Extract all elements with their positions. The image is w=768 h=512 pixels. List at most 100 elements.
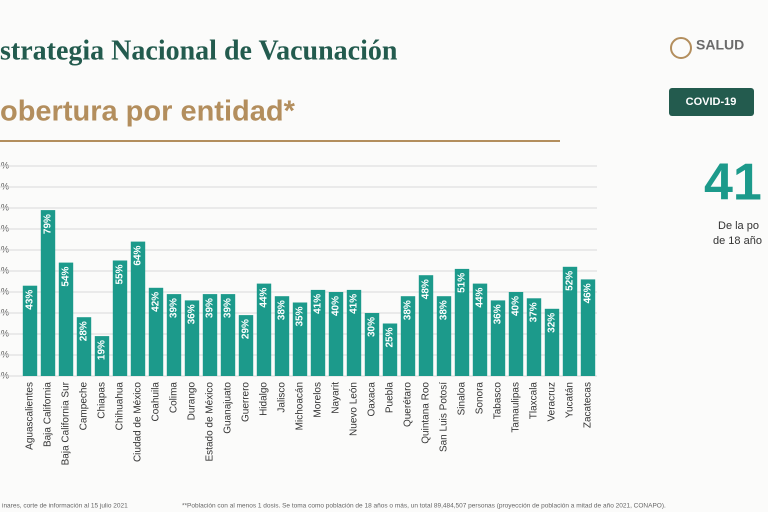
bar <box>364 313 380 376</box>
x-tick-label: Tabasco <box>493 382 504 420</box>
x-tick-label: Colima <box>169 382 180 414</box>
x-tick-label: San Luis Potosí <box>439 382 450 452</box>
value-label: 39% <box>169 298 180 318</box>
bar <box>130 241 146 376</box>
value-label: 40% <box>331 296 342 316</box>
y-tick-label: % <box>1 265 9 275</box>
x-tick-label: Michoacán <box>295 382 306 430</box>
side-text: De la po <box>718 220 759 232</box>
value-label: 52% <box>565 271 576 291</box>
bar <box>580 279 596 376</box>
value-label: 39% <box>223 298 234 318</box>
bar <box>256 283 272 376</box>
bar <box>508 292 524 376</box>
value-label: 32% <box>547 313 558 333</box>
bar <box>292 302 308 376</box>
x-tick-label: Guerrero <box>241 382 252 422</box>
value-label: 41% <box>313 294 324 314</box>
value-label: 38% <box>439 300 450 320</box>
badge-text: COVID-19 <box>686 96 737 108</box>
value-label: 44% <box>259 287 270 307</box>
value-label: 46% <box>583 283 594 303</box>
bar <box>544 308 560 376</box>
x-tick-label: Tlaxcala <box>529 382 540 420</box>
x-tick-label: Querétaro <box>403 382 414 427</box>
x-tick-label: Estado de México <box>205 382 216 462</box>
bar <box>328 292 344 376</box>
value-label: 51% <box>457 273 468 293</box>
footer-right: **Población con al menos 1 dosis. Se tom… <box>182 503 666 510</box>
bar <box>220 294 236 376</box>
bar <box>562 266 578 376</box>
x-tick-label: Ciudad de México <box>133 382 144 462</box>
bar <box>472 283 488 376</box>
x-tick-label: Nayarit <box>331 382 342 414</box>
value-label: 19% <box>97 340 108 360</box>
bar <box>22 285 38 376</box>
x-tick-label: Jalisco <box>277 382 288 413</box>
x-tick-label: Oaxaca <box>367 382 378 417</box>
bar <box>382 323 398 376</box>
value-label: 39% <box>205 298 216 318</box>
logo-icon <box>670 37 692 59</box>
value-label: 40% <box>511 296 522 316</box>
bar <box>148 287 164 376</box>
bar <box>274 296 290 376</box>
bar <box>76 317 92 376</box>
x-tick-label: Chiapas <box>97 382 108 419</box>
value-label: 41% <box>349 294 360 314</box>
y-tick-label: % <box>1 328 9 338</box>
x-tick-label: Morelos <box>313 382 324 418</box>
value-label: 30% <box>367 317 378 337</box>
x-tick-label: Baja California Sur <box>61 381 72 465</box>
y-tick-label: % <box>1 223 9 233</box>
value-label: 29% <box>241 319 252 339</box>
x-tick-label: Guanajuato <box>223 382 234 434</box>
value-label: 79% <box>43 214 54 234</box>
x-tick-label: Zacatecas <box>583 382 594 428</box>
x-tick-label: Veracruz <box>547 382 558 421</box>
bar <box>238 315 254 376</box>
bar <box>454 268 470 376</box>
value-label: 42% <box>151 292 162 312</box>
bar <box>418 275 434 376</box>
bar <box>112 260 128 376</box>
bar <box>526 298 542 376</box>
value-label: 35% <box>295 306 306 326</box>
value-label: 38% <box>403 300 414 320</box>
side-figure: 41 <box>704 154 762 212</box>
bar <box>310 289 326 376</box>
subtitle: obertura por entidad* <box>0 96 296 128</box>
bar <box>40 210 56 376</box>
side-text: de 18 año <box>713 235 762 247</box>
value-label: 44% <box>475 287 486 307</box>
y-tick-label: % <box>1 181 9 191</box>
y-tick-label: % <box>1 370 9 380</box>
x-tick-label: Tamaulipas <box>511 382 522 433</box>
value-label: 25% <box>385 327 396 347</box>
bar <box>490 300 506 376</box>
value-label: 55% <box>115 264 126 284</box>
x-tick-label: Campeche <box>79 382 90 431</box>
value-label: 36% <box>187 304 198 324</box>
x-tick-label: Sinaloa <box>457 382 468 416</box>
value-label: 36% <box>493 304 504 324</box>
bar <box>436 296 452 376</box>
value-label: 37% <box>529 302 540 322</box>
y-tick-label: % <box>1 202 9 212</box>
y-tick-label: % <box>1 349 9 359</box>
footer-left: inares, corte de información al 15 julio… <box>2 503 128 510</box>
x-tick-label: Quintana Roo <box>421 382 432 444</box>
x-tick-label: Hidalgo <box>259 382 270 416</box>
value-label: 43% <box>25 290 36 310</box>
y-tick-label: % <box>1 244 9 254</box>
title: strategia Nacional de Vacunación <box>0 35 398 66</box>
bar <box>346 289 362 376</box>
value-label: 64% <box>133 245 144 265</box>
x-tick-label: Puebla <box>385 382 396 414</box>
bar <box>400 296 416 376</box>
bar <box>202 294 218 376</box>
bar <box>166 294 182 376</box>
